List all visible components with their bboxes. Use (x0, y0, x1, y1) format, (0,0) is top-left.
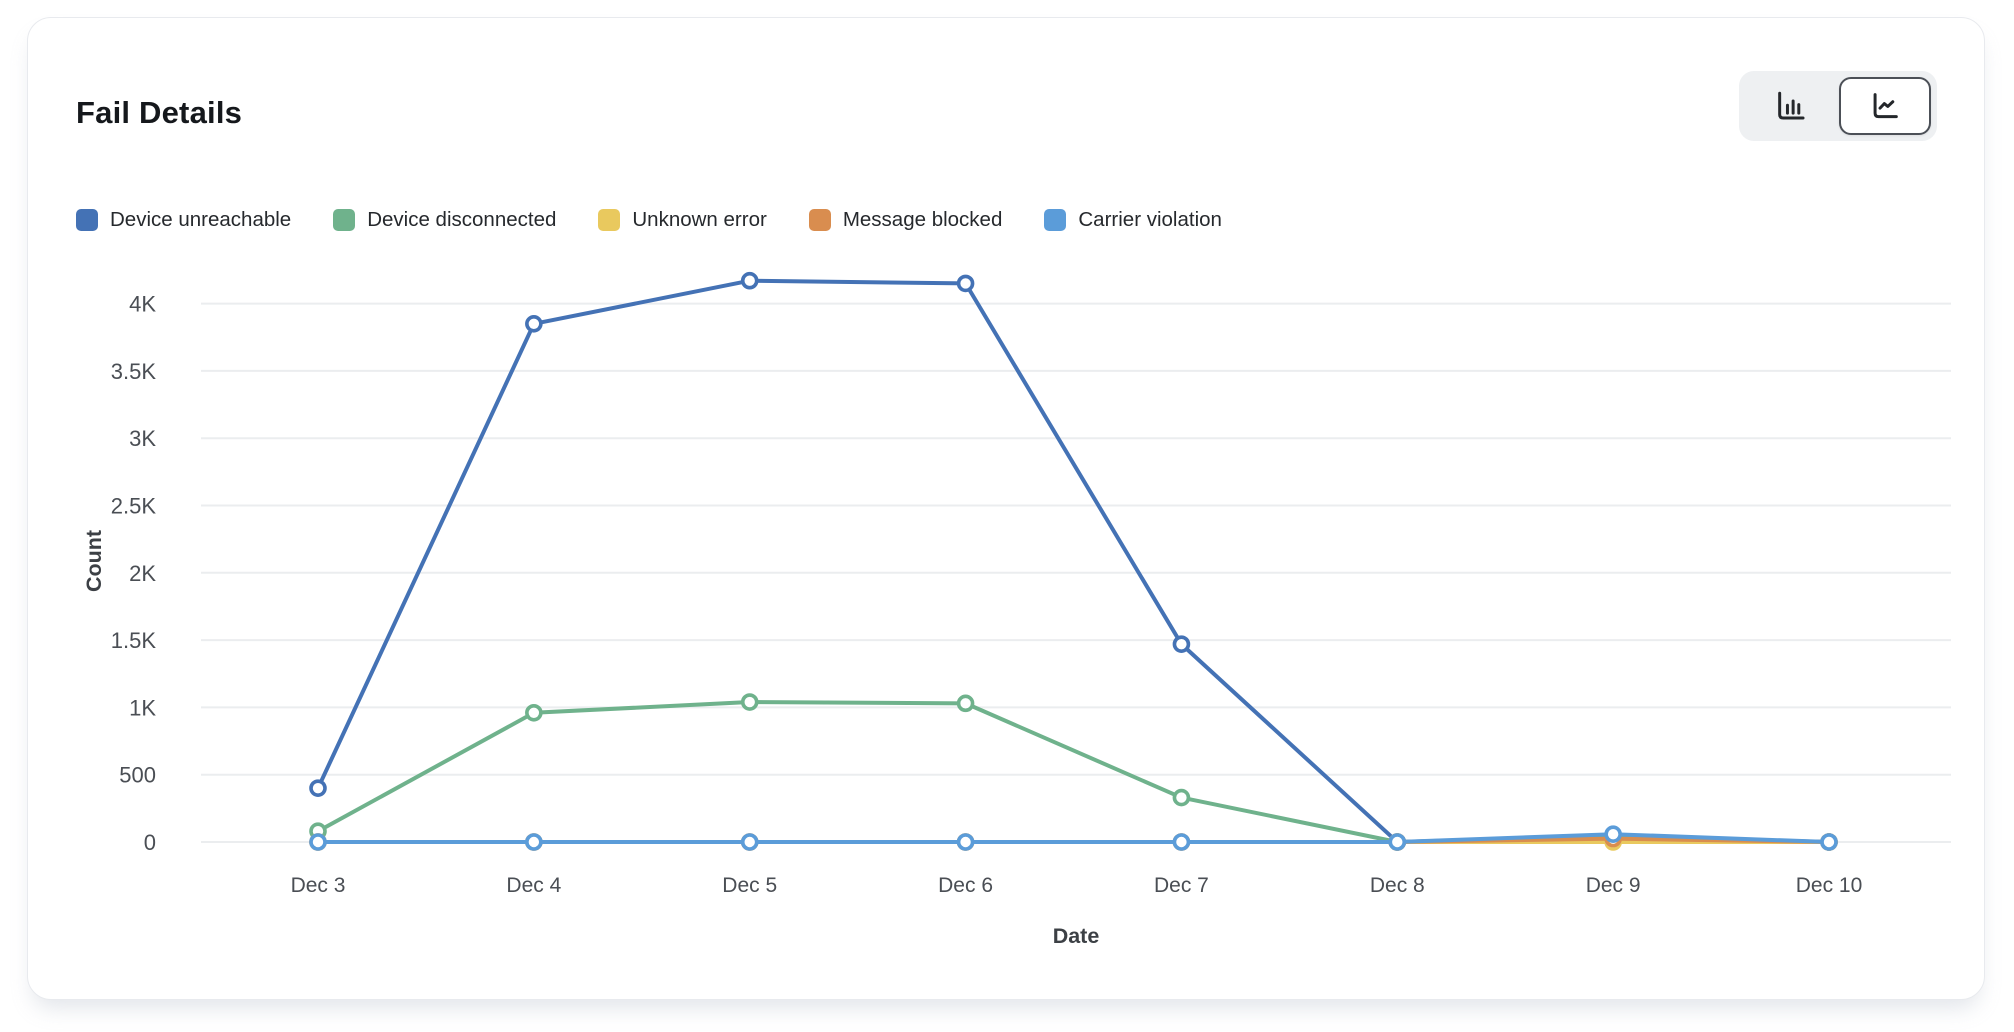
chart-type-toggle (1739, 71, 1937, 141)
y-tick-label: 1K (129, 695, 156, 720)
legend-label: Unknown error (632, 208, 767, 231)
y-tick-label: 2.5K (111, 494, 157, 519)
x-tick-label: Dec 7 (1154, 874, 1209, 897)
legend-item[interactable]: Carrier violation (1044, 208, 1222, 232)
bar-chart-view-button[interactable] (1745, 77, 1837, 135)
legend-label: Carrier violation (1078, 208, 1222, 231)
legend-item[interactable]: Message blocked (808, 208, 1003, 232)
data-point-marker[interactable] (740, 693, 759, 711)
x-tick-label: Dec 10 (1796, 874, 1863, 897)
data-point-marker[interactable] (525, 703, 543, 722)
legend: Device unreachable Device disconnected Unk… (76, 208, 1222, 232)
y-tick-label: 3.5K (111, 359, 157, 384)
series-line (316, 832, 1831, 844)
data-point-marker[interactable] (956, 694, 975, 713)
x-tick-label: Dec 5 (722, 874, 777, 897)
data-point-marker[interactable] (1172, 788, 1191, 807)
x-tick-label: Dec 6 (938, 874, 993, 897)
y-tick-label: 2K (129, 561, 156, 586)
data-point-marker[interactable] (1172, 635, 1191, 653)
page-title: Fail Details (76, 95, 243, 130)
line-chart-view-button[interactable] (1839, 77, 1931, 135)
legend-label: Device disconnected (367, 208, 557, 231)
data-point-marker[interactable] (1604, 825, 1622, 843)
data-point-marker[interactable] (309, 779, 327, 797)
legend-swatch (808, 209, 831, 231)
x-tick-label: Dec 3 (291, 874, 346, 897)
data-point-marker[interactable] (956, 274, 975, 293)
data-point-marker[interactable] (525, 314, 543, 333)
x-tick-label: Dec 8 (1370, 874, 1425, 897)
y-axis-title: Count (82, 530, 106, 592)
line-chart-icon (1873, 93, 1898, 119)
legend-label: Message blocked (842, 208, 1003, 231)
legend-item[interactable]: Device disconnected (333, 208, 556, 232)
fail-details-card: Fail Details Device unreachable Device di… (27, 17, 1985, 1000)
legend-swatch (1044, 209, 1067, 231)
y-tick-label: 3K (129, 426, 156, 451)
y-tick-label: 1.5K (111, 628, 157, 653)
y-tick-label: 0 (144, 830, 156, 855)
data-point-marker[interactable] (740, 833, 759, 851)
legend-swatch (598, 209, 621, 231)
x-axis-title: Date (1053, 924, 1100, 948)
legend-item[interactable]: Device unreachable (76, 208, 291, 232)
data-point-marker[interactable] (1172, 833, 1191, 851)
bar-chart-icon (1778, 91, 1805, 120)
data-point-marker[interactable] (525, 833, 543, 851)
y-tick-label: 500 (119, 763, 156, 788)
x-tick-label: Dec 4 (506, 874, 561, 897)
data-point-marker[interactable] (1388, 833, 1407, 851)
legend-swatch (76, 209, 98, 231)
legend-item[interactable]: Unknown error (598, 208, 767, 232)
x-tick-label: Dec 9 (1586, 874, 1641, 897)
series-line (316, 278, 1831, 844)
data-point-marker[interactable] (1820, 833, 1838, 851)
data-point-marker[interactable] (309, 833, 327, 851)
legend-label: Device unreachable (110, 208, 292, 231)
series-line (316, 700, 1831, 844)
data-point-marker[interactable] (740, 271, 759, 290)
line-chart: 0 500 1K 1.5K 2K 2.5K 3K 3.5K 4K Dec 3 Dec 4 Dec 5 D… (82, 271, 1951, 948)
data-point-marker[interactable] (956, 833, 975, 851)
legend-swatch (333, 209, 356, 231)
y-tick-label: 4K (129, 292, 156, 317)
